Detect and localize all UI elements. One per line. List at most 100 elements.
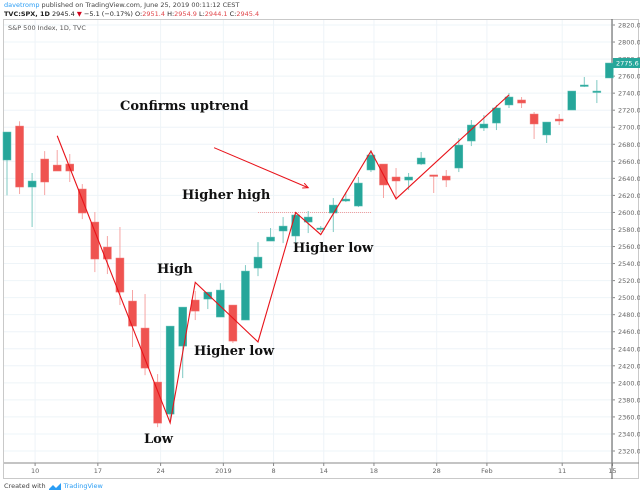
y-tick-label: 2620.0 — [618, 192, 640, 200]
arrow-head-icon — [302, 182, 310, 189]
candle-body — [241, 270, 250, 321]
ohlc-bar: TVC:SPX, 1D 2945.4 ▼ −5.1 (−0.17%) O:295… — [4, 10, 260, 18]
y-tick-label: 2500.0 — [618, 294, 640, 302]
annotation-low: Low — [144, 432, 174, 447]
y-tick-label: 2820.0 — [618, 22, 640, 30]
candle-body — [416, 157, 426, 165]
y-tick-label: 2760.0 — [618, 73, 640, 81]
annotation-higher-low-2: Higher low — [293, 241, 374, 256]
chart-legend-title: S&P 500 Index, 1D, TVC — [8, 24, 86, 32]
candle-body — [492, 107, 501, 124]
annotation-confirms-uptrend: Confirms uptrend — [120, 99, 249, 114]
price-change: −5.1 (−0.17%) — [83, 10, 133, 18]
candle-body — [115, 257, 125, 293]
y-tick-label: 2380.0 — [618, 396, 640, 404]
candle-body — [27, 180, 37, 188]
publish-info: davetromp published on TradingView.com, … — [4, 1, 240, 9]
y-tick-label: 2580.0 — [618, 226, 640, 234]
candle-body — [291, 214, 300, 237]
x-tick-label: 24 — [156, 467, 164, 475]
candle-body — [15, 125, 24, 188]
annotation-high: High — [157, 262, 193, 277]
y-tick-label: 2460.0 — [618, 328, 640, 336]
down-arrow-icon: ▼ — [76, 10, 82, 18]
x-tick-label: 2019 — [215, 467, 232, 475]
y-tick-label: 2560.0 — [618, 243, 640, 251]
x-tick-label: 14 — [320, 467, 328, 475]
candle-body — [128, 300, 137, 327]
candle-body — [90, 221, 100, 260]
y-tick-label: 2480.0 — [618, 311, 640, 319]
y-tick-label: 2640.0 — [618, 175, 640, 183]
tradingview-logo-icon — [48, 482, 61, 490]
y-tick-label: 2680.0 — [618, 141, 640, 149]
y-tick-label: 2360.0 — [618, 413, 640, 421]
candle-body — [191, 299, 200, 312]
candle-body — [165, 325, 175, 415]
x-tick-label: 8 — [271, 467, 275, 475]
annotation-higher-low-1: Higher low — [194, 344, 275, 359]
x-tick-label: 18 — [370, 467, 378, 475]
candle-body — [140, 327, 150, 369]
candle-body — [341, 198, 351, 202]
x-tick-label: 10 — [31, 467, 39, 475]
y-tick-label: 2400.0 — [618, 379, 640, 387]
chart-frame — [3, 19, 639, 479]
y-tick-label: 2320.0 — [618, 448, 640, 456]
open-value: 2951.4 — [142, 10, 165, 18]
y-tick-label: 2340.0 — [618, 430, 640, 438]
candle-body — [266, 236, 275, 242]
candle-body — [580, 84, 589, 87]
candle-body — [2, 131, 12, 161]
candle-body — [278, 225, 288, 232]
candle-body — [567, 90, 576, 111]
x-tick-label: 28 — [433, 467, 441, 475]
close-value: 2945.4 — [236, 10, 260, 18]
candle-body — [40, 158, 49, 183]
y-tick-label: 2700.0 — [618, 124, 640, 132]
candle-body — [391, 176, 401, 182]
candle-body — [592, 90, 602, 93]
y-tick-label: 2440.0 — [618, 345, 640, 353]
candle-body — [442, 175, 451, 181]
candle-body — [203, 291, 213, 300]
arrow-line — [213, 147, 309, 189]
last-price-badge — [613, 57, 640, 68]
x-tick-label: 17 — [94, 467, 102, 475]
candle-body — [404, 176, 413, 181]
candle-body — [366, 154, 376, 171]
author-link[interactable]: davetromp — [4, 1, 40, 9]
candle-body — [454, 144, 464, 169]
last-price: 2945.4 — [52, 10, 75, 18]
candle-body — [479, 123, 489, 129]
candle-body — [216, 289, 225, 318]
y-tick-label: 2540.0 — [618, 260, 640, 268]
y-tick-label: 2660.0 — [618, 158, 640, 166]
footer: Created with TradingView — [4, 482, 103, 490]
y-tick-label: 2740.0 — [618, 90, 640, 98]
candle-body — [429, 174, 438, 177]
candle-body — [554, 118, 564, 122]
candle-body — [153, 381, 162, 424]
candle-body — [228, 304, 238, 342]
y-tick-label: 2600.0 — [618, 209, 640, 217]
candle-body — [504, 96, 514, 106]
trend-zigzag-line — [56, 94, 510, 425]
candle-body — [178, 306, 187, 347]
last-price-label: 2775.6 — [616, 59, 639, 67]
candle-body — [354, 182, 363, 207]
y-tick-label: 2720.0 — [618, 107, 640, 115]
candle-body — [529, 113, 539, 125]
candle-body — [605, 62, 614, 79]
candle-body — [542, 121, 551, 136]
y-tick-label: 2520.0 — [618, 277, 640, 285]
tradingview-link[interactable]: TradingView — [63, 482, 103, 490]
candle-body — [253, 256, 263, 269]
candle-body — [517, 99, 526, 104]
candle-body — [52, 164, 62, 172]
annotation-higher-high: Higher high — [182, 188, 271, 203]
low-value: 2944.1 — [204, 10, 228, 18]
x-tick-label: 11 — [558, 467, 566, 475]
symbol: TVC:SPX, 1D — [4, 10, 50, 18]
